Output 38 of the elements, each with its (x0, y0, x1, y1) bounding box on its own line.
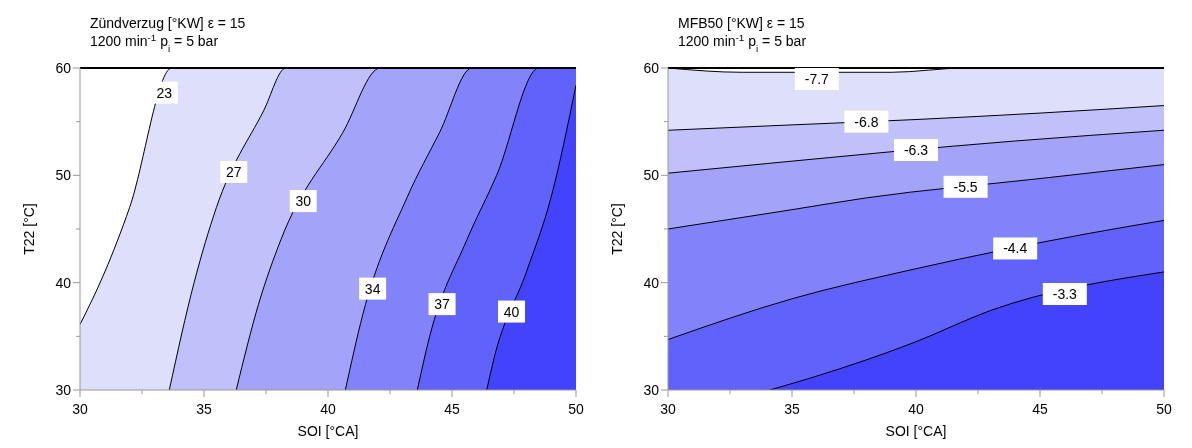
x-tick-label: 40 (908, 401, 924, 417)
x-tick-label: 50 (1156, 401, 1172, 417)
series-label: 37 (434, 296, 451, 313)
series-label: -6.8 (854, 113, 879, 130)
x-axis-title: SOI [°CA] (885, 423, 947, 439)
x-tick-label: 30 (72, 401, 88, 417)
series-label: 30 (295, 193, 312, 210)
x-tick-label: 35 (784, 401, 800, 417)
y-tick-label: 30 (643, 382, 660, 398)
x-tick-label: 50 (568, 401, 584, 417)
series-label: 23 (156, 84, 173, 101)
chart-subtitle: 1200 min$^{-1}$ p$_{i}$ = 5 bar (678, 31, 807, 54)
series-label: -7.7 (804, 71, 830, 87)
chart-title: Zündverzug [°KW] ε = 15 (90, 15, 246, 31)
y-axis-title: T22 [°C] (609, 203, 625, 255)
y-tick-label: 60 (643, 60, 660, 76)
series-label: -5.5 (953, 178, 978, 195)
x-tick-label: 45 (444, 401, 460, 417)
y-tick-label: 30 (55, 382, 72, 398)
series-label: 40 (503, 303, 520, 320)
series-label: -4.4 (1003, 240, 1028, 257)
y-tick-label: 40 (643, 274, 660, 291)
chart-subtitle: 1200 min$^{-1}$ p$_{i}$ = 5 bar (90, 31, 219, 54)
series-label: 27 (225, 163, 242, 180)
x-tick-label: 30 (660, 401, 676, 417)
y-tick-label: 40 (55, 274, 72, 291)
x-tick-label: 45 (1032, 401, 1048, 417)
x-axis-title: SOI [°CA] (297, 423, 359, 439)
y-tick-label: 50 (55, 167, 72, 184)
series-label: 34 (364, 280, 381, 297)
y-tick-label: 60 (55, 60, 72, 76)
series-label: -6.3 (903, 142, 929, 158)
y-tick-label: 50 (643, 167, 660, 184)
chart-title: MFB50 [°KW] ε = 15 (678, 15, 805, 31)
series-label: -3.3 (1052, 286, 1078, 303)
x-tick-label: 40 (320, 401, 336, 417)
x-tick-label: 35 (196, 401, 212, 417)
y-axis-title: T22 [°C] (21, 203, 37, 255)
